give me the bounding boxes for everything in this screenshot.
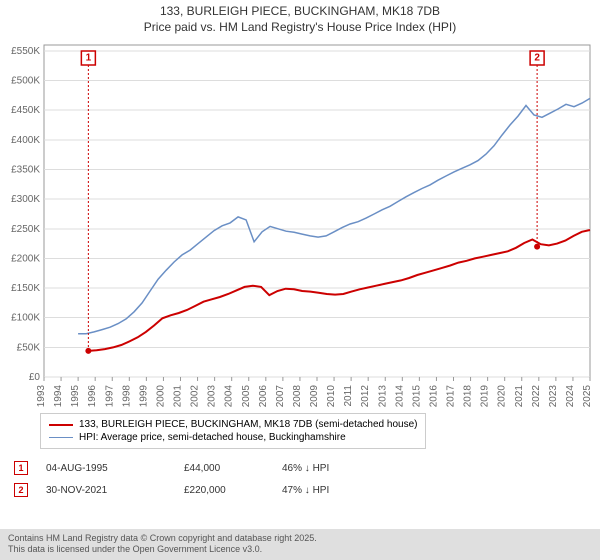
svg-text:1997: 1997 — [104, 385, 115, 407]
svg-text:2001: 2001 — [173, 385, 184, 407]
svg-text:2018: 2018 — [463, 385, 474, 407]
footer-attribution: Contains HM Land Registry data © Crown c… — [0, 529, 600, 560]
svg-text:£0: £0 — [29, 372, 41, 383]
svg-text:£500K: £500K — [11, 76, 40, 87]
svg-text:£50K: £50K — [17, 343, 41, 354]
svg-text:2025: 2025 — [582, 385, 593, 407]
transaction-pct: 46% ↓ HPI — [282, 463, 372, 474]
svg-text:£550K: £550K — [11, 46, 40, 57]
chart-title-block: 133, BURLEIGH PIECE, BUCKINGHAM, MK18 7D… — [0, 0, 600, 37]
transaction-marker: 1 — [14, 461, 28, 475]
svg-text:£250K: £250K — [11, 224, 40, 235]
svg-text:2023: 2023 — [548, 385, 559, 407]
svg-text:2024: 2024 — [565, 385, 576, 407]
svg-text:1998: 1998 — [121, 385, 132, 407]
svg-text:2019: 2019 — [480, 385, 491, 407]
legend: 133, BURLEIGH PIECE, BUCKINGHAM, MK18 7D… — [40, 413, 426, 449]
svg-text:2003: 2003 — [207, 385, 218, 407]
marker-label-2: 2 — [534, 53, 540, 64]
svg-text:2011: 2011 — [343, 385, 354, 407]
legend-item: 133, BURLEIGH PIECE, BUCKINGHAM, MK18 7D… — [49, 418, 417, 431]
legend-swatch — [49, 424, 73, 426]
svg-text:£350K: £350K — [11, 165, 40, 176]
svg-text:2002: 2002 — [190, 385, 201, 407]
svg-text:2021: 2021 — [514, 385, 525, 407]
transaction-row: 2 30-NOV-2021 £220,000 47% ↓ HPI — [14, 479, 600, 501]
svg-text:2015: 2015 — [411, 385, 422, 407]
svg-text:2004: 2004 — [224, 385, 235, 407]
svg-text:£300K: £300K — [11, 194, 40, 205]
transaction-row: 1 04-AUG-1995 £44,000 46% ↓ HPI — [14, 457, 600, 479]
svg-text:1996: 1996 — [87, 385, 98, 407]
svg-text:2006: 2006 — [258, 385, 269, 407]
svg-text:£150K: £150K — [11, 283, 40, 294]
svg-text:£200K: £200K — [11, 254, 40, 265]
transaction-list: 1 04-AUG-1995 £44,000 46% ↓ HPI 2 30-NOV-2021… — [14, 457, 600, 501]
svg-text:2007: 2007 — [275, 385, 286, 407]
transaction-date: 30-NOV-2021 — [46, 485, 166, 496]
svg-text:2009: 2009 — [309, 385, 320, 407]
svg-text:2005: 2005 — [241, 385, 252, 407]
svg-text:£400K: £400K — [11, 135, 40, 146]
svg-text:2008: 2008 — [292, 385, 303, 407]
transaction-date: 04-AUG-1995 — [46, 463, 166, 474]
chart-container: £0 £50K £100K £150K £200K £250K £300K £350K £400… — [0, 37, 600, 407]
line-chart: £0 £50K £100K £150K £200K £250K £300K £350K £400… — [0, 37, 600, 407]
marker-label-1: 1 — [86, 53, 92, 64]
svg-text:2013: 2013 — [377, 385, 388, 407]
transaction-price: £44,000 — [184, 463, 264, 474]
svg-text:2012: 2012 — [360, 385, 371, 407]
svg-text:£100K: £100K — [11, 313, 40, 324]
svg-text:2010: 2010 — [326, 385, 337, 407]
title-line-2: Price paid vs. HM Land Registry's House … — [0, 20, 600, 36]
transaction-price: £220,000 — [184, 485, 264, 496]
legend-label: 133, BURLEIGH PIECE, BUCKINGHAM, MK18 7D… — [79, 419, 417, 430]
title-line-1: 133, BURLEIGH PIECE, BUCKINGHAM, MK18 7D… — [0, 4, 600, 20]
svg-text:2000: 2000 — [155, 385, 166, 407]
footer-line-2: This data is licensed under the Open Gov… — [8, 544, 592, 556]
svg-text:2014: 2014 — [394, 385, 405, 407]
svg-text:2017: 2017 — [446, 385, 457, 407]
footer-line-1: Contains HM Land Registry data © Crown c… — [8, 533, 592, 545]
svg-text:1993: 1993 — [36, 385, 47, 407]
svg-text:1995: 1995 — [70, 385, 81, 407]
legend-item: HPI: Average price, semi-detached house,… — [49, 431, 417, 444]
svg-text:2016: 2016 — [428, 385, 439, 407]
svg-text:£450K: £450K — [11, 105, 40, 116]
svg-text:1999: 1999 — [138, 385, 149, 407]
legend-label: HPI: Average price, semi-detached house,… — [79, 432, 346, 443]
legend-swatch — [49, 437, 73, 438]
svg-text:2020: 2020 — [497, 385, 508, 407]
transaction-pct: 47% ↓ HPI — [282, 485, 372, 496]
svg-text:1994: 1994 — [53, 385, 64, 407]
svg-text:2022: 2022 — [531, 385, 542, 407]
transaction-marker: 2 — [14, 483, 28, 497]
